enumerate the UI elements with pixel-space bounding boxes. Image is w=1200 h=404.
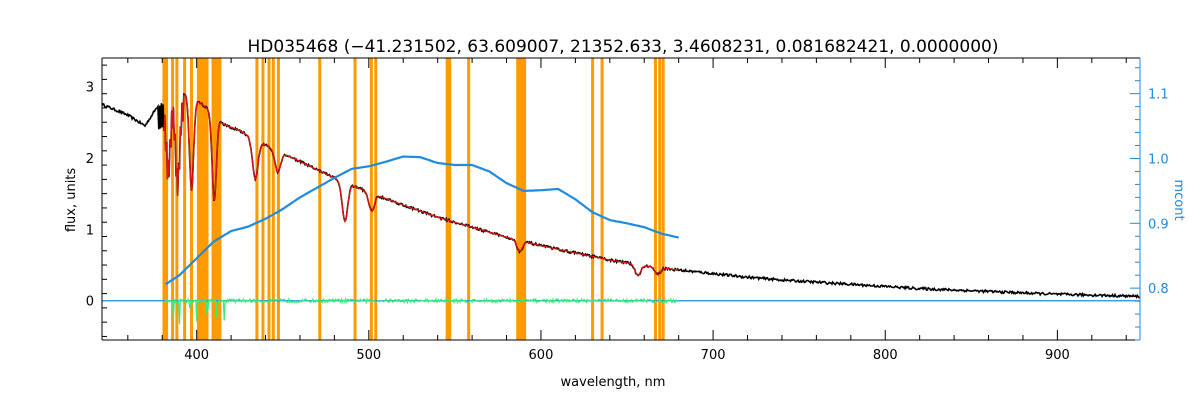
model-line <box>163 94 679 277</box>
y2-tick-label: 1.1 <box>1148 88 1169 103</box>
model-spectrum <box>163 94 679 277</box>
residual-line <box>163 296 679 325</box>
chart-title: HD035468 (−41.231502, 63.609007, 21352.6… <box>248 37 999 57</box>
axes: 400 500 600 700 800 900 0 1 2 3 0.8 0.9 1.0 1.1 <box>86 57 1169 363</box>
x-tick-label: 400 <box>184 348 209 363</box>
x-axis-label: wavelength, nm <box>561 375 666 390</box>
right-axis-label: mcont <box>1171 179 1186 220</box>
x-tick-label: 900 <box>1045 348 1070 363</box>
y-tick-label: 2 <box>86 152 94 167</box>
residual-series <box>163 296 679 325</box>
y-axis-label: flux, units <box>64 168 79 233</box>
mask-bands <box>162 58 665 340</box>
mcont-line <box>165 155 679 286</box>
x-tick-label: 500 <box>356 348 381 363</box>
y-tick-label: 1 <box>86 223 94 238</box>
x-tick-label: 700 <box>701 348 726 363</box>
x-tick-label: 800 <box>873 348 898 363</box>
y2-tick-label: 1.0 <box>1148 152 1169 167</box>
y-tick-label: 3 <box>86 81 94 96</box>
y2-tick-label: 0.9 <box>1148 217 1169 232</box>
y2-tick-label: 0.8 <box>1148 282 1169 297</box>
mcont-series <box>165 155 679 286</box>
x-tick-label: 600 <box>529 348 554 363</box>
y-tick-label: 0 <box>86 295 94 310</box>
